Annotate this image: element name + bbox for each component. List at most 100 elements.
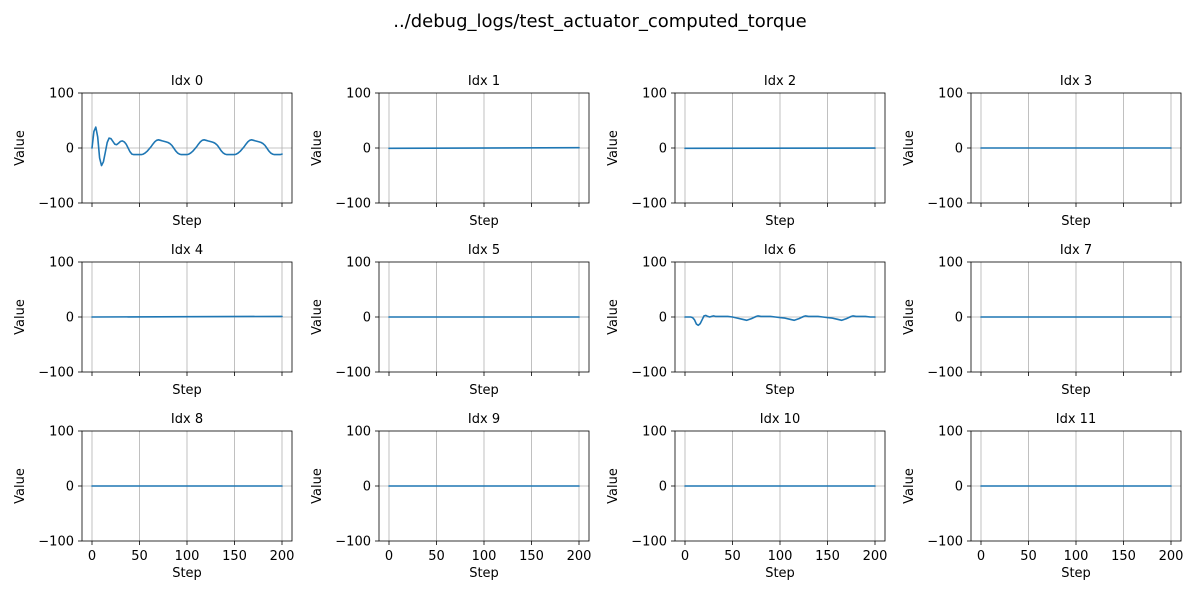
y-tick-label: 0 [66, 311, 74, 326]
y-tick-label: 100 [938, 87, 963, 102]
y-tick-label: −100 [38, 366, 74, 381]
y-tick-label: 0 [955, 311, 963, 326]
subplot-0: Idx 0 −100 0 100 Step Value [13, 74, 293, 229]
y-tick-label: −100 [631, 535, 667, 550]
subplot-6: Idx 6 −100 0 100 Step Value [606, 243, 886, 398]
y-tick-label: 100 [49, 425, 74, 440]
x-axis-label: Step [469, 383, 499, 398]
y-tick-label: 0 [955, 142, 963, 157]
x-axis-label: Step [1061, 214, 1091, 229]
series-line [91, 315, 283, 318]
y-tick-label: 0 [955, 480, 963, 495]
figure-title: ../debug_logs/test_actuator_computed_tor… [393, 11, 807, 32]
y-tick-label: −100 [335, 535, 371, 550]
y-tick-label: 100 [938, 425, 963, 440]
y-tick-label: 0 [363, 142, 371, 157]
y-tick-label: 100 [642, 256, 667, 271]
y-axis-label: Value [310, 299, 325, 335]
y-tick-label: −100 [927, 535, 963, 550]
x-axis-label: Step [469, 566, 499, 581]
x-tick-label: 200 [270, 549, 295, 564]
y-tick-label: 0 [363, 480, 371, 495]
y-axis-label: Value [606, 299, 621, 335]
x-tick-label: 100 [768, 549, 793, 564]
y-tick-label: −100 [335, 366, 371, 381]
y-axis-label: Value [902, 130, 917, 166]
x-tick-label: 150 [815, 549, 840, 564]
x-axis-label: Step [172, 566, 202, 581]
x-tick-label: 0 [88, 549, 96, 564]
y-tick-label: 100 [346, 425, 371, 440]
y-axis-label: Value [606, 130, 621, 166]
x-tick-label: 100 [472, 549, 497, 564]
y-tick-label: −100 [927, 197, 963, 212]
y-axis-label: Value [310, 468, 325, 504]
subplot-7: Idx 7 −100 0 100 Step Value [902, 243, 1182, 398]
subplot-2: Idx 2 −100 0 100 Step Value [606, 74, 886, 229]
x-tick-label: 50 [428, 549, 445, 564]
x-tick-label: 150 [1111, 549, 1136, 564]
y-tick-label: 100 [938, 256, 963, 271]
y-tick-label: 0 [363, 311, 371, 326]
x-axis-label: Step [172, 214, 202, 229]
series-line [684, 314, 876, 327]
y-tick-label: 100 [49, 256, 74, 271]
subplot-title: Idx 8 [171, 412, 203, 427]
subplot-1: Idx 1 −100 0 100 Step Value [310, 74, 590, 229]
x-tick-label: 100 [175, 549, 200, 564]
y-tick-label: 100 [642, 425, 667, 440]
x-axis-label: Step [765, 566, 795, 581]
y-tick-label: −100 [927, 366, 963, 381]
y-tick-label: 0 [66, 480, 74, 495]
y-tick-label: 0 [659, 480, 667, 495]
y-tick-label: −100 [38, 535, 74, 550]
x-tick-label: 100 [1064, 549, 1089, 564]
y-tick-label: 0 [66, 142, 74, 157]
y-axis-label: Value [606, 468, 621, 504]
series-line [91, 126, 283, 167]
x-tick-label: 0 [977, 549, 985, 564]
y-tick-label: 100 [346, 87, 371, 102]
x-tick-label: 150 [222, 549, 247, 564]
subplot-3: Idx 3 −100 0 100 Step Value [902, 74, 1182, 229]
subplot-title: Idx 4 [171, 243, 203, 258]
subplot-title: Idx 10 [760, 412, 800, 427]
subplot-title: Idx 11 [1056, 412, 1096, 427]
y-tick-label: 0 [659, 311, 667, 326]
x-axis-label: Step [172, 383, 202, 398]
x-axis-label: Step [765, 214, 795, 229]
subplot-title: Idx 6 [764, 243, 796, 258]
subplot-title: Idx 1 [468, 74, 500, 89]
x-tick-label: 150 [519, 549, 544, 564]
y-axis-label: Value [310, 130, 325, 166]
subplot-5: Idx 5 −100 0 100 Step Value [310, 243, 590, 398]
subplot-10: Idx 10 −100 0 100 0 50 100 150 200 Step Value [606, 412, 887, 581]
x-tick-label: 50 [724, 549, 741, 564]
subplot-title: Idx 0 [171, 74, 203, 89]
y-tick-label: 100 [642, 87, 667, 102]
y-tick-label: −100 [631, 197, 667, 212]
x-tick-label: 0 [681, 549, 689, 564]
subplot-11: Idx 11 −100 0 100 0 50 100 150 200 Step Value [902, 412, 1183, 581]
x-tick-label: 50 [131, 549, 148, 564]
y-tick-label: 100 [346, 256, 371, 271]
y-axis-label: Value [13, 299, 28, 335]
y-axis-label: Value [902, 299, 917, 335]
y-tick-label: 100 [49, 87, 74, 102]
subplot-9: Idx 9 −100 0 100 0 50 100 150 200 Step Value [310, 412, 591, 581]
x-axis-label: Step [1061, 566, 1091, 581]
subplot-title: Idx 9 [468, 412, 500, 427]
y-axis-label: Value [13, 130, 28, 166]
subplot-title: Idx 3 [1060, 74, 1092, 89]
subplot-8: Idx 8 −100 0 100 0 50 100 150 200 Step Value [13, 412, 294, 581]
series-line [388, 146, 580, 150]
y-axis-label: Value [902, 468, 917, 504]
x-axis-label: Step [469, 214, 499, 229]
y-axis-label: Value [13, 468, 28, 504]
y-tick-label: 0 [659, 142, 667, 157]
y-tick-label: −100 [38, 197, 74, 212]
x-tick-label: 200 [567, 549, 592, 564]
x-axis-label: Step [765, 383, 795, 398]
y-tick-label: −100 [335, 197, 371, 212]
